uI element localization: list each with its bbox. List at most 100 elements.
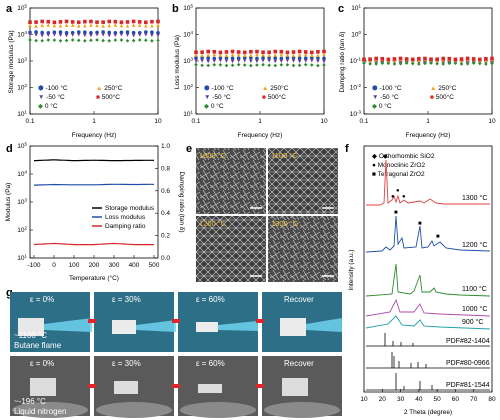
data-point bbox=[392, 57, 397, 61]
data-point bbox=[194, 62, 198, 67]
data-point bbox=[131, 33, 136, 38]
y-tick-right-label: 0.6 bbox=[161, 188, 170, 195]
svg-text:◆ 0 °C: ◆ 0 °C bbox=[204, 102, 224, 110]
data-point bbox=[316, 59, 320, 63]
x-tick-label: 40 bbox=[415, 396, 423, 403]
data-point bbox=[261, 58, 265, 63]
data-point bbox=[34, 20, 38, 24]
data-point bbox=[101, 33, 105, 37]
y-tick-label: 101 bbox=[17, 110, 27, 119]
data-point bbox=[52, 32, 57, 37]
y-tick-right-label: 1.0 bbox=[161, 143, 170, 150]
series-250C bbox=[28, 23, 160, 28]
panel-c-xlabel: Frequency (Hz) bbox=[406, 132, 451, 139]
series-500C bbox=[362, 56, 494, 62]
data-point bbox=[34, 33, 38, 37]
data-point bbox=[368, 57, 372, 61]
data-point bbox=[89, 19, 93, 24]
y-tick-label: 103 bbox=[17, 198, 27, 207]
data-point bbox=[200, 63, 204, 68]
svg-text:▲ 250°C: ▲ 250°C bbox=[430, 84, 457, 92]
arrow bbox=[256, 384, 264, 388]
data-point bbox=[297, 63, 302, 68]
data-point bbox=[212, 62, 217, 67]
panel-d-label: d bbox=[6, 143, 13, 155]
data-point bbox=[89, 23, 93, 27]
panel-b-legend: ⬢ -100 °C ▼ -50 °C ◆ 0 °C ▲ 250°C ■ 500°… bbox=[204, 84, 289, 110]
data-point bbox=[58, 38, 63, 43]
y-tick-right-label: 0.2 bbox=[161, 233, 170, 240]
data-point bbox=[34, 24, 38, 28]
flame-strain-30: ε = 30% bbox=[112, 295, 141, 304]
y-tick-label: 103 bbox=[17, 57, 27, 66]
data-point bbox=[83, 19, 87, 24]
data-point bbox=[297, 56, 302, 61]
data-point bbox=[279, 52, 284, 57]
data-point bbox=[255, 56, 259, 61]
data-point bbox=[70, 20, 75, 24]
svg-text:■: ■ bbox=[436, 234, 440, 240]
data-point bbox=[131, 30, 136, 35]
xrd-label-900: 900 °C bbox=[462, 318, 483, 326]
data-point bbox=[224, 53, 229, 58]
panel-b-yticks: 101 102 103 104 105 bbox=[183, 4, 199, 118]
data-point bbox=[113, 23, 118, 27]
panel-d: d Modulus (Pa) Damping ratio (tan δ) Tem… bbox=[5, 142, 185, 283]
x-tick-label: 1 bbox=[92, 118, 96, 125]
data-point bbox=[119, 38, 124, 42]
panel-b-ylabel: Loss modulus (Pa) bbox=[174, 35, 181, 89]
data-point bbox=[368, 62, 372, 66]
panel-a-xlabel: Frequency (Hz) bbox=[72, 132, 117, 139]
data-point bbox=[156, 38, 160, 43]
data-point bbox=[89, 33, 93, 38]
sem-image-1200 bbox=[196, 216, 266, 282]
data-point bbox=[490, 56, 494, 61]
series-line-loss-modulus bbox=[34, 183, 155, 186]
data-point bbox=[212, 49, 217, 54]
data-point bbox=[40, 23, 44, 28]
y-tick-label: 102 bbox=[17, 83, 27, 92]
y-tick-label: 100 bbox=[351, 30, 361, 39]
xrd-ref-82-1404 bbox=[366, 333, 490, 347]
sem-image-1000 bbox=[196, 148, 266, 214]
data-point bbox=[242, 53, 247, 58]
svg-text:⬢ -100 °C: ⬢ -100 °C bbox=[372, 84, 402, 92]
y-tick-label: 101 bbox=[17, 254, 27, 263]
panel-a-points bbox=[28, 19, 160, 43]
data-point bbox=[64, 19, 69, 24]
data-point bbox=[249, 63, 253, 68]
data-point bbox=[322, 52, 326, 57]
data-point bbox=[156, 19, 160, 24]
data-point bbox=[279, 56, 284, 61]
x-tick-label: 60 bbox=[452, 396, 460, 403]
data-point bbox=[435, 57, 439, 62]
data-point bbox=[236, 52, 241, 57]
data-point bbox=[64, 23, 69, 27]
x-tick-label: 10 bbox=[488, 118, 496, 125]
data-point bbox=[242, 50, 247, 55]
data-point bbox=[322, 63, 326, 67]
data-point bbox=[144, 32, 148, 37]
data-point bbox=[46, 33, 51, 37]
data-point bbox=[137, 38, 142, 42]
data-point bbox=[101, 30, 105, 34]
data-point bbox=[46, 38, 51, 42]
svg-text:■ 500°C: ■ 500°C bbox=[430, 93, 454, 101]
data-point bbox=[58, 20, 63, 24]
data-point bbox=[230, 52, 235, 57]
panel-f-label: f bbox=[345, 143, 349, 155]
data-point bbox=[453, 61, 458, 66]
xrd-ref-label-1: PDF#82-1404 bbox=[446, 338, 490, 345]
nitrogen-strain-0: ε = 0% bbox=[30, 359, 54, 368]
svg-text:■: ■ bbox=[418, 221, 422, 227]
svg-text:▲ 250°C: ▲ 250°C bbox=[96, 84, 123, 92]
data-point bbox=[465, 56, 470, 61]
data-point bbox=[40, 30, 44, 35]
data-point bbox=[380, 61, 385, 66]
arrow bbox=[88, 319, 96, 323]
data-point bbox=[236, 59, 241, 63]
data-point bbox=[101, 24, 105, 28]
series-500C bbox=[28, 19, 160, 25]
sem-label-1000: 1000 °C bbox=[199, 151, 227, 160]
